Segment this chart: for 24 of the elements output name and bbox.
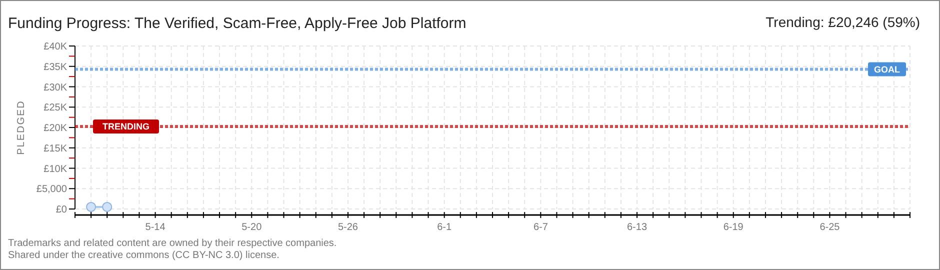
x-tick-label: 6-13 xyxy=(627,222,648,233)
text: Shared under the creative commons (CC BY-NC 3.0) license. xyxy=(8,250,280,261)
x-tick-label: 6-7 xyxy=(533,222,548,233)
y-tick-label: £25K xyxy=(44,102,68,114)
x-tick-label: 6-1 xyxy=(437,222,452,233)
x-tick-label: 5-14 xyxy=(145,222,166,233)
y-tick-label: £30K xyxy=(44,82,68,94)
y-tick-label: £20K xyxy=(44,123,68,134)
x-tick-label: 5-20 xyxy=(242,222,262,233)
ref-line-label: TRENDING xyxy=(102,122,150,132)
y-tick-label: £35K xyxy=(44,62,68,73)
x-tick-label: 6-19 xyxy=(723,222,744,233)
ref-line-label: GOAL xyxy=(874,64,900,74)
y-tick-label: £40K xyxy=(44,42,68,52)
y-tick-label: £0 xyxy=(56,204,68,216)
x-tick-label: 5-26 xyxy=(338,222,358,233)
chart-title: Funding Progress: The Verified, Scam-Free, Apply-Free Job Platform xyxy=(8,15,466,32)
y-tick-label: £10K xyxy=(44,164,68,175)
text: Trending: £20,246 (59%) xyxy=(766,14,920,30)
y-tick-label: £15K xyxy=(44,143,68,154)
y-axis-title: PLEDGED xyxy=(16,100,27,155)
y-tick-label: £5,000 xyxy=(36,184,68,196)
x-tick-label: 6-25 xyxy=(820,222,840,233)
text: Trademarks and related content are owned by their respective companies. xyxy=(8,238,337,249)
